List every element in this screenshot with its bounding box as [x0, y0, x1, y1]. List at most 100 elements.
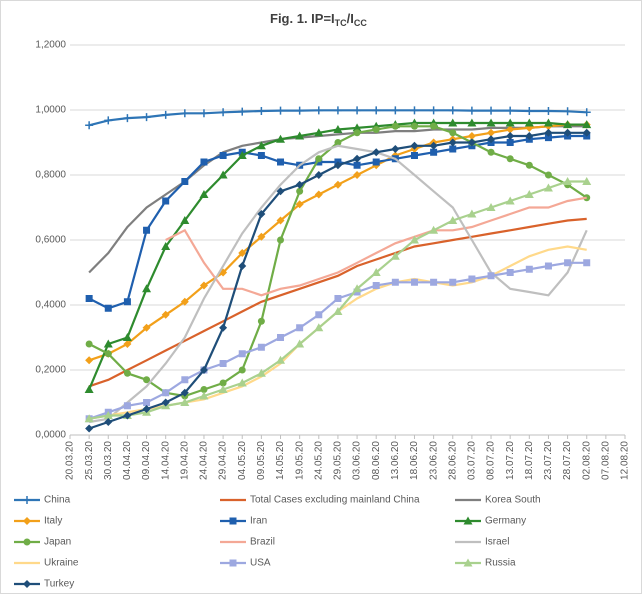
legend-entry: Ukraine [14, 558, 79, 569]
x-tick-label: 08.06.20 [371, 441, 382, 480]
marker [448, 216, 458, 224]
x-tick-label: 23.06.20 [428, 441, 439, 480]
marker [353, 154, 362, 163]
legend-label: Russia [485, 558, 516, 569]
series-line [88, 217, 587, 388]
marker [200, 158, 208, 166]
marker [525, 161, 533, 169]
marker [391, 122, 399, 130]
marker [276, 106, 285, 115]
marker [85, 121, 94, 130]
marker [583, 194, 591, 202]
marker [104, 418, 113, 426]
marker [391, 278, 399, 286]
x-tick-label: 19.05.20 [294, 441, 305, 480]
marker [180, 109, 189, 118]
marker [296, 324, 304, 332]
marker [525, 265, 533, 273]
marker [180, 297, 189, 306]
marker [410, 106, 419, 115]
marker [199, 281, 208, 290]
marker [277, 158, 285, 166]
series-line [88, 144, 588, 424]
marker [463, 558, 473, 567]
marker [314, 171, 323, 179]
marker [391, 106, 400, 115]
marker [391, 145, 400, 153]
marker [353, 171, 362, 179]
marker [180, 216, 190, 224]
x-tick-label: 18.07.20 [524, 441, 535, 480]
marker [123, 298, 131, 306]
marker [104, 350, 112, 358]
x-tick-label: 03.07.20 [467, 441, 478, 480]
marker [506, 125, 515, 134]
marker [237, 378, 247, 387]
marker [544, 262, 552, 270]
x-tick-label: 08.07.20 [486, 441, 497, 480]
marker [524, 190, 534, 198]
marker [123, 411, 132, 420]
marker [181, 376, 189, 384]
marker [257, 106, 266, 115]
x-tick-label: 09.05.20 [256, 441, 267, 480]
marker [524, 118, 534, 127]
marker [257, 317, 265, 325]
marker [333, 180, 342, 189]
marker [229, 517, 237, 525]
marker [85, 295, 93, 302]
marker [564, 259, 572, 267]
marker [467, 132, 476, 140]
marker [277, 334, 285, 341]
marker [181, 178, 189, 185]
marker [353, 161, 361, 169]
y-tick-label: 0,0000 [35, 430, 66, 441]
marker [467, 106, 476, 115]
marker [333, 125, 343, 133]
x-tick-label: 14.05.20 [275, 441, 286, 480]
marker [219, 152, 227, 159]
marker [229, 559, 237, 567]
marker [410, 122, 418, 130]
marker [429, 106, 438, 115]
marker [161, 398, 170, 407]
marker [276, 355, 286, 364]
marker [505, 196, 515, 205]
marker [23, 580, 31, 588]
marker [218, 170, 228, 179]
marker [582, 108, 591, 117]
legend-label: Turkey [44, 579, 74, 590]
marker [84, 385, 94, 393]
marker [142, 284, 152, 293]
marker [257, 343, 265, 351]
marker [143, 399, 151, 406]
legend-entry: Korea South [455, 495, 541, 506]
marker [372, 282, 380, 289]
marker [505, 118, 515, 127]
x-tick-label: 04.04.20 [122, 441, 133, 480]
y-tick-label: 0,6000 [35, 235, 66, 246]
marker [334, 139, 342, 146]
x-tick-label: 29.05.20 [333, 441, 344, 480]
legend-entry: Russia [455, 558, 516, 569]
marker [486, 203, 496, 211]
marker [372, 106, 381, 115]
marker [487, 128, 496, 137]
marker [295, 131, 305, 140]
marker [315, 311, 323, 319]
x-tick-label: 12.08.20 [620, 441, 631, 480]
legend-label: Ukraine [44, 558, 79, 569]
x-tick-label: 19.04.20 [179, 441, 190, 480]
marker [85, 340, 93, 348]
series-line [88, 125, 587, 274]
marker [333, 307, 343, 315]
marker [219, 360, 227, 367]
marker [103, 339, 113, 348]
marker [161, 242, 171, 250]
marker [372, 158, 380, 166]
legend-label: Total Cases excluding mainland China [250, 495, 420, 506]
marker [582, 177, 592, 185]
marker [563, 128, 572, 137]
y-tick-label: 0,2000 [35, 365, 66, 376]
marker [85, 424, 94, 433]
